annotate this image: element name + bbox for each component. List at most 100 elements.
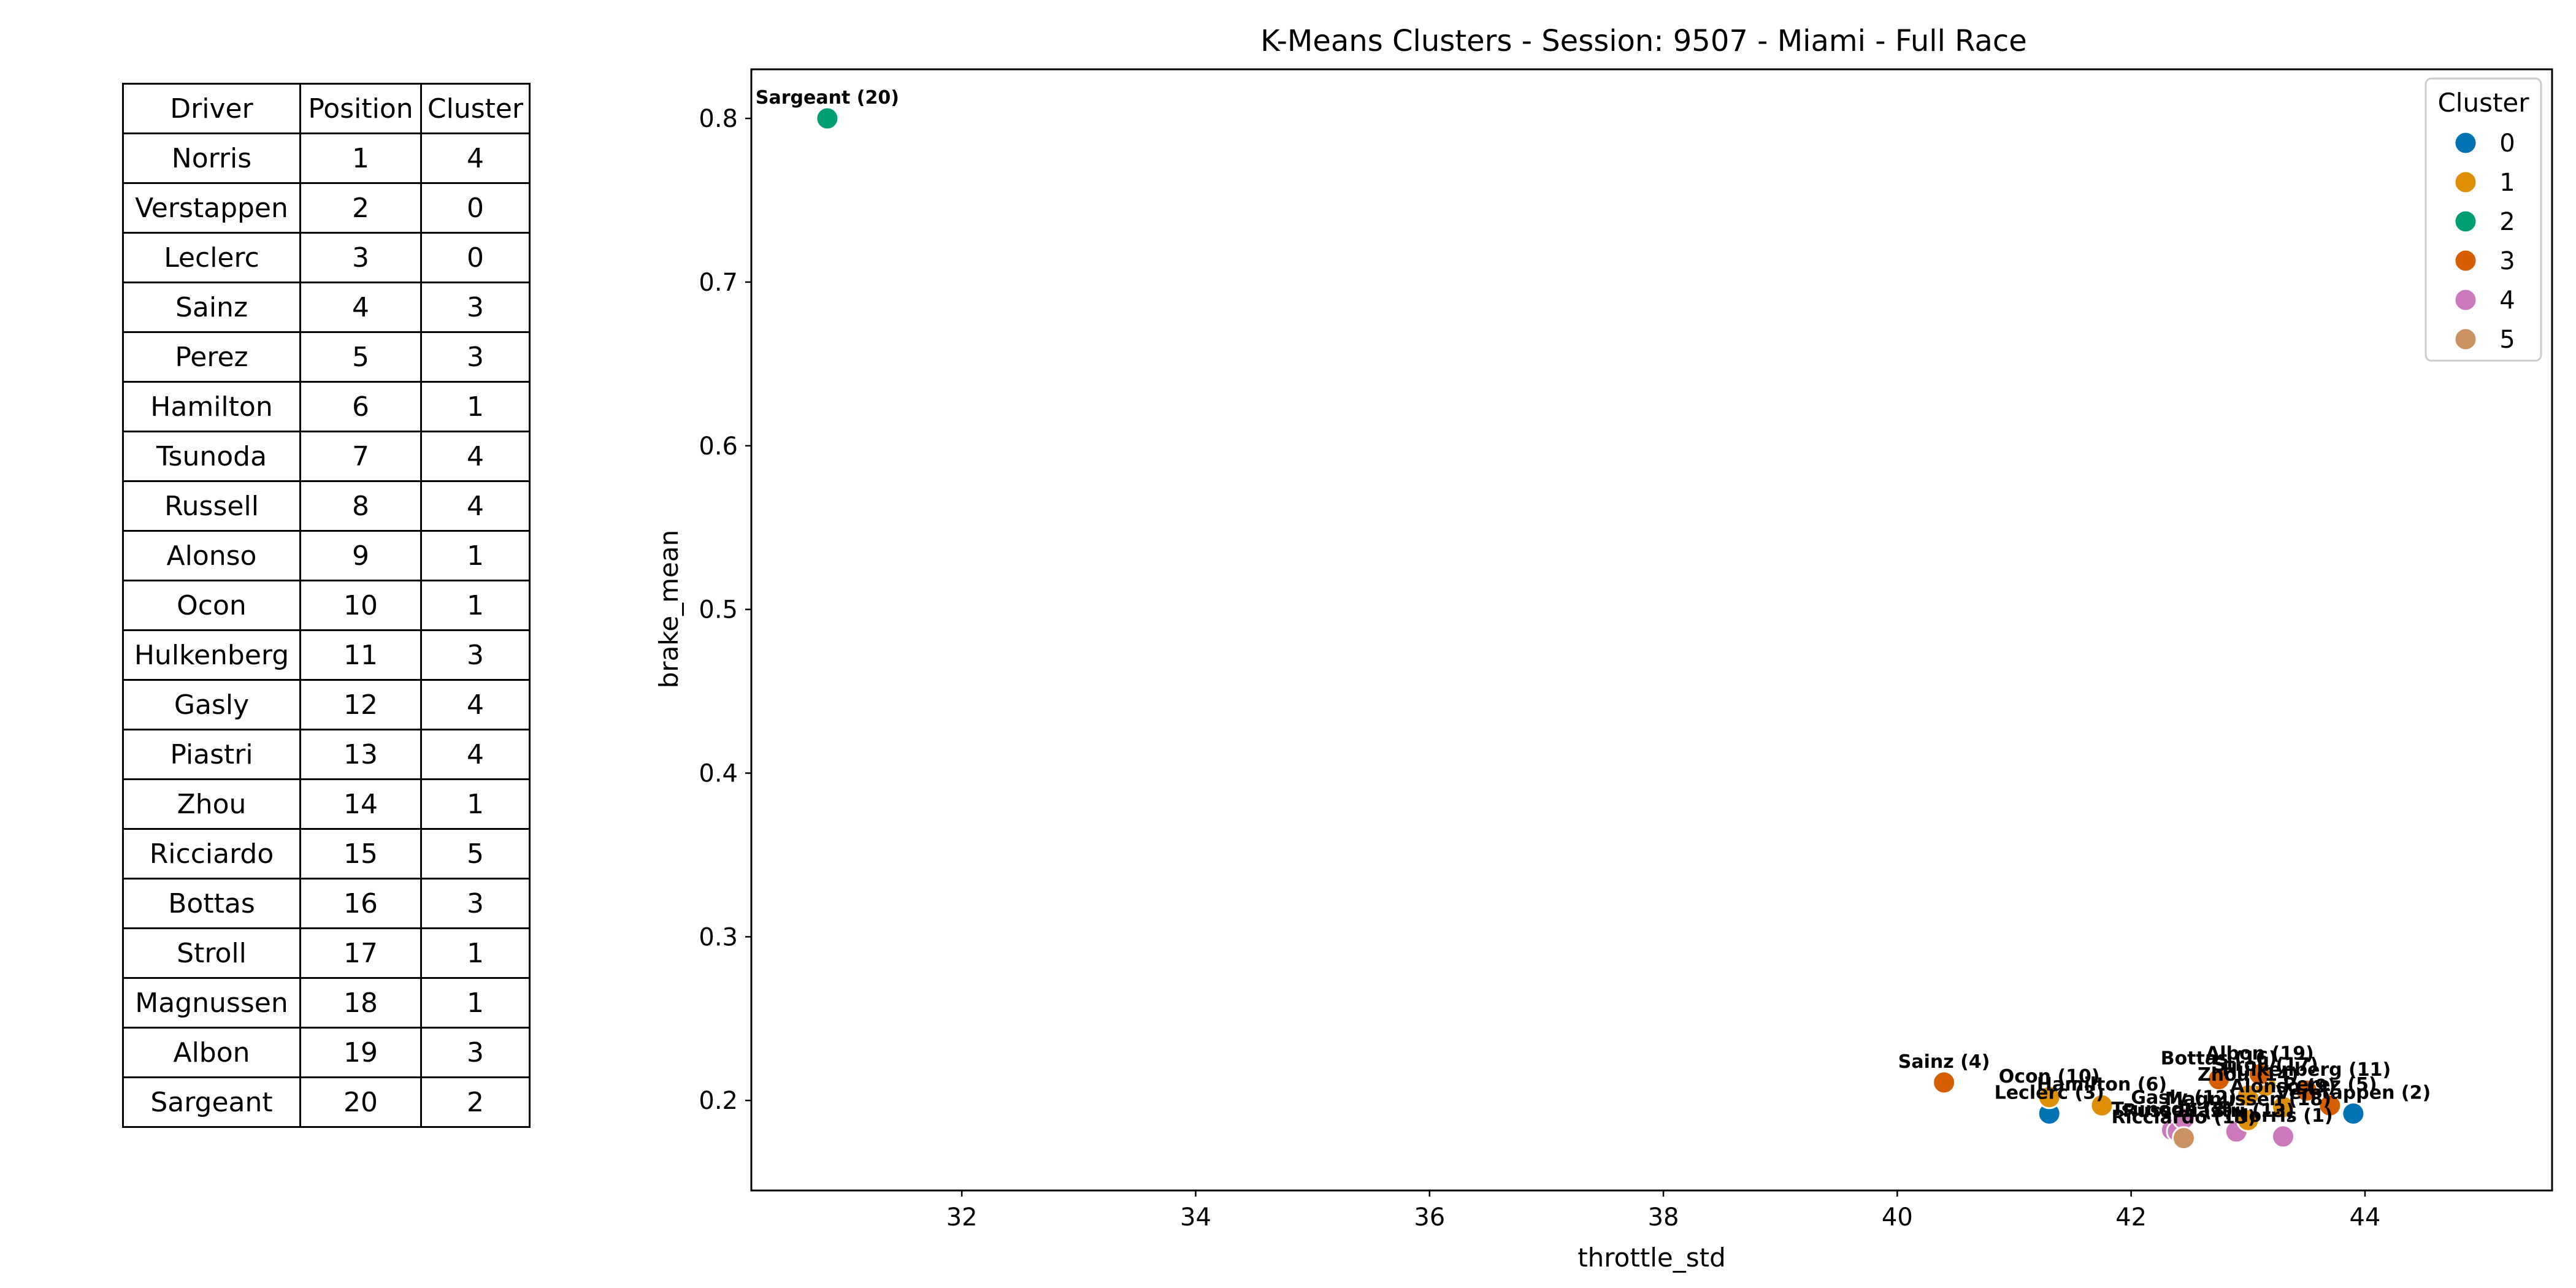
data-point [2171, 1126, 2196, 1151]
table-row: Norris 1 4 [122, 132, 531, 184]
cell-cluster: 0 [420, 182, 531, 234]
table-row: Ocon 10 1 [122, 580, 531, 631]
x-tick-label: 38 [1648, 1203, 1679, 1232]
cell-driver: Sargeant [122, 1076, 301, 1128]
legend-label: 0 [2499, 129, 2515, 158]
y-axis-ticks: 0.2 0.3 0.4 0.5 0.6 0.7 0.8 [699, 105, 751, 1115]
cell-position: 13 [299, 729, 422, 780]
header-driver: Driver [122, 83, 301, 134]
cell-driver: Piastri [122, 729, 301, 780]
cell-cluster: 3 [420, 629, 531, 681]
header-cluster: Cluster [420, 83, 531, 134]
cell-driver: Albon [122, 1027, 301, 1078]
cell-position: 8 [299, 480, 422, 532]
data-point [2037, 1085, 2061, 1110]
y-tick-label: 0.4 [699, 760, 738, 788]
x-tick-label: 36 [1414, 1203, 1445, 1232]
table-row: Sargeant 20 2 [122, 1076, 531, 1128]
legend-label: 5 [2499, 326, 2515, 354]
y-axis-label: brake_mean [654, 530, 684, 688]
cell-driver: Perez [122, 331, 301, 383]
cell-position: 4 [299, 282, 422, 333]
cell-position: 1 [299, 132, 422, 184]
point-label: Ocon (10) [1999, 1066, 2100, 1087]
table-row: Zhou 14 1 [122, 778, 531, 830]
legend-marker [2453, 327, 2478, 351]
x-tick-label: 40 [1882, 1203, 1913, 1232]
cell-cluster: 3 [420, 331, 531, 383]
data-point [815, 106, 840, 131]
cell-driver: Hamilton [122, 381, 301, 432]
y-tick-label: 0.2 [699, 1087, 738, 1115]
legend-marker [2453, 288, 2478, 312]
cell-cluster: 4 [420, 729, 531, 780]
legend-marker [2453, 209, 2478, 234]
cell-position: 2 [299, 182, 422, 234]
cell-cluster: 1 [420, 381, 531, 432]
point-label: Leclerc (3) [1995, 1083, 2104, 1104]
cell-driver: Magnussen [122, 977, 301, 1029]
point-label: Tsunoda (7) [2111, 1098, 2233, 1120]
cell-cluster: 4 [420, 679, 531, 730]
table-row: Leclerc 3 0 [122, 232, 531, 283]
point-label: Norris (1) [2233, 1105, 2333, 1127]
point-label: Hamilton (6) [2037, 1074, 2167, 1095]
cell-cluster: 3 [420, 282, 531, 333]
cell-cluster: 3 [420, 1027, 531, 1078]
point-label: Sainz (4) [1898, 1051, 1990, 1073]
cell-driver: Verstappen [122, 182, 301, 234]
x-tick-label: 34 [1180, 1203, 1211, 1232]
table-row: Hulkenberg 11 3 [122, 629, 531, 681]
legend: Cluster 0 1 2 3 4 5 [2425, 77, 2542, 362]
points-layer [815, 106, 2366, 1151]
cell-position: 11 [299, 629, 422, 681]
legend-marker [2453, 131, 2478, 155]
table-row: Bottas 16 3 [122, 878, 531, 929]
cell-driver: Zhou [122, 778, 301, 830]
cell-position: 19 [299, 1027, 422, 1078]
cell-cluster: 1 [420, 778, 531, 830]
point-labels-layer: Norris (1)Verstappen (2) Leclerc (3)Sainz… [756, 87, 2431, 1129]
table-row: Piastri 13 4 [122, 729, 531, 780]
cell-position: 15 [299, 828, 422, 880]
y-tick-label: 0.6 [699, 432, 738, 461]
legend-entries: 0 1 2 3 4 5 [2453, 129, 2515, 354]
point-label: Stroll (17) [2213, 1054, 2318, 1076]
table-row: Verstappen 2 0 [122, 182, 531, 234]
table-row: Russell 8 4 [122, 480, 531, 532]
table-row: Alonso 9 1 [122, 530, 531, 581]
table-row: Albon 19 3 [122, 1027, 531, 1078]
x-axis-ticks: 32 34 36 38 40 42 44 [946, 1190, 2381, 1232]
point-label: Zhou (14) [2198, 1064, 2299, 1086]
data-point [2271, 1124, 2296, 1149]
legend-label: 1 [2499, 169, 2515, 197]
cell-cluster: 1 [420, 580, 531, 631]
y-tick-label: 0.8 [699, 105, 738, 133]
data-point [2207, 1067, 2231, 1092]
table-row: Gasly 12 4 [122, 679, 531, 730]
cell-driver: Russell [122, 480, 301, 532]
table-header-row: Driver Position Cluster [122, 83, 531, 134]
y-tick-label: 0.3 [699, 923, 738, 951]
x-tick-label: 44 [2350, 1203, 2381, 1232]
cell-position: 12 [299, 679, 422, 730]
x-tick-label: 42 [2115, 1203, 2147, 1232]
cell-cluster: 2 [420, 1076, 531, 1128]
cell-position: 3 [299, 232, 422, 283]
data-point [2318, 1093, 2342, 1117]
cell-driver: Tsunoda [122, 431, 301, 482]
y-tick-label: 0.5 [699, 596, 738, 624]
table-row: Sainz 4 3 [122, 282, 531, 333]
legend-label: 3 [2499, 247, 2515, 275]
table-row: Perez 5 3 [122, 331, 531, 383]
cell-driver: Hulkenberg [122, 629, 301, 681]
table-row: Magnussen 18 1 [122, 977, 531, 1029]
table-row: Stroll 17 1 [122, 927, 531, 979]
cell-driver: Ricciardo [122, 828, 301, 880]
cell-cluster: 4 [420, 480, 531, 532]
cell-cluster: 3 [420, 878, 531, 929]
legend-box [2425, 77, 2542, 362]
legend-marker [2453, 170, 2478, 194]
point-label: Hulkenberg (11) [2222, 1059, 2391, 1081]
